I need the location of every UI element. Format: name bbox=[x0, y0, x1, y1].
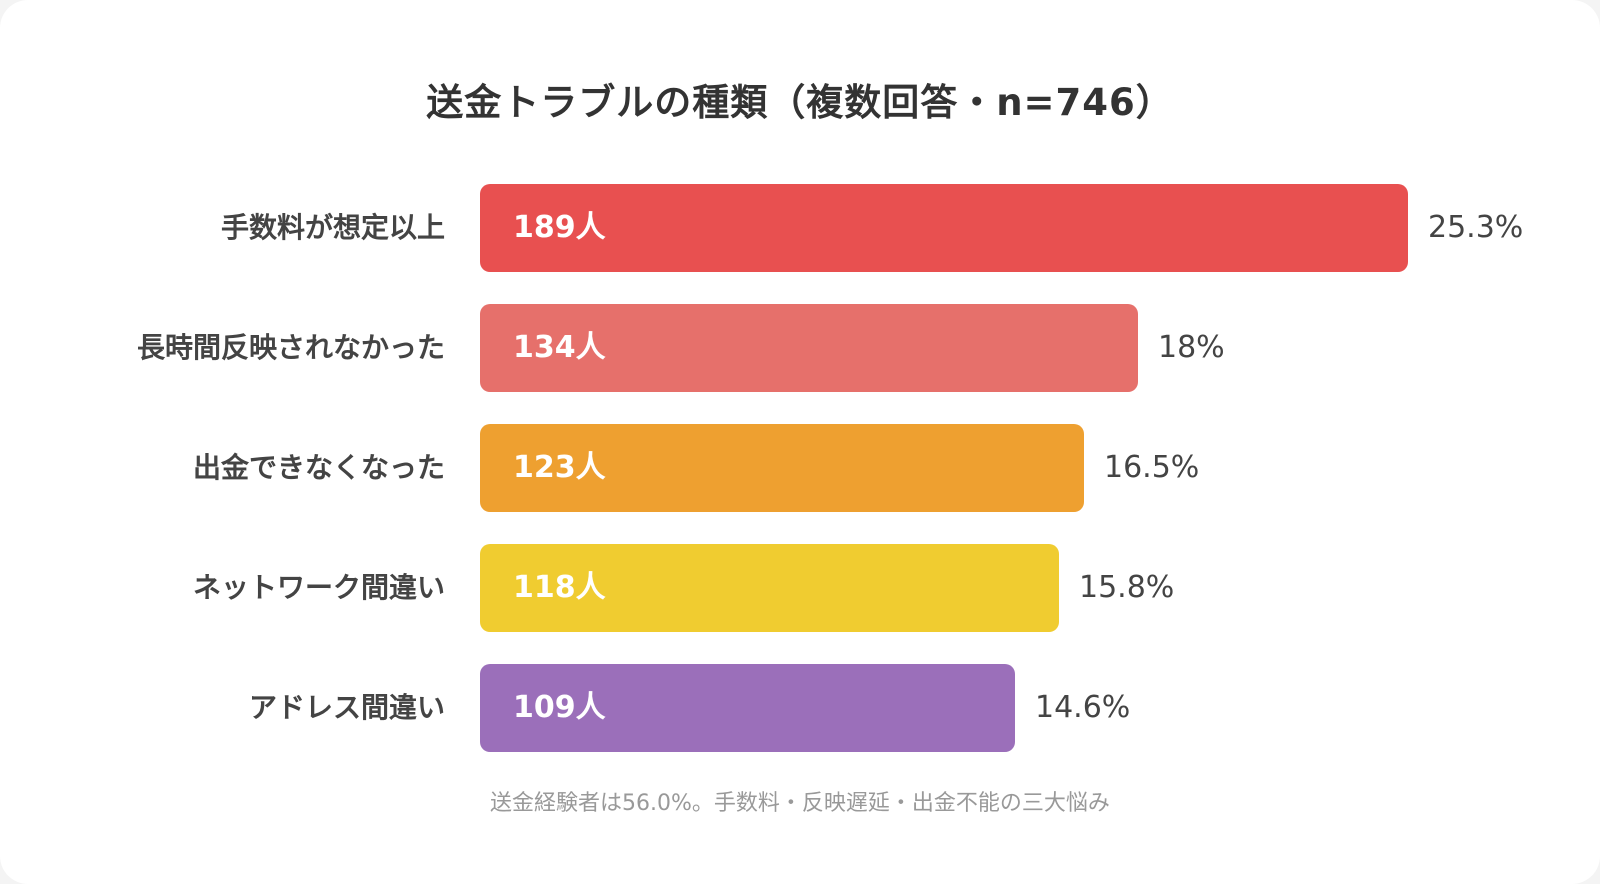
bar-row: アドレス間違い 109人 14.6% bbox=[0, 664, 1600, 752]
percent-label: 25.3% bbox=[1428, 210, 1524, 245]
bar-row: ネットワーク間違い 118人 15.8% bbox=[0, 544, 1600, 632]
bar: 118人 bbox=[480, 544, 1059, 632]
category-label: アドレス間違い bbox=[248, 691, 445, 724]
percent-label: 18% bbox=[1158, 330, 1225, 365]
category-label: 手数料が想定以上 bbox=[220, 211, 445, 244]
bar-row: 出金できなくなった 123人 16.5% bbox=[0, 424, 1600, 512]
bar-count-label: 134人 bbox=[513, 330, 606, 365]
percent-label: 14.6% bbox=[1035, 690, 1131, 725]
bar: 134人 bbox=[480, 304, 1138, 392]
bar-count-label: 109人 bbox=[513, 690, 606, 725]
bar-row: 手数料が想定以上 189人 25.3% bbox=[0, 184, 1600, 272]
bar: 189人 bbox=[480, 184, 1408, 272]
bar-count-label: 118人 bbox=[513, 570, 606, 605]
chart-footnote: 送金経験者は56.0%。手数料・反映遅延・出金不能の三大悩み bbox=[490, 791, 1110, 816]
chart-title: 送金トラブルの種類（複数回答・n=746） bbox=[426, 81, 1174, 124]
category-label: 出金できなくなった bbox=[192, 451, 445, 484]
bar: 109人 bbox=[480, 664, 1015, 752]
category-label: ネットワーク間違い bbox=[192, 571, 445, 604]
percent-label: 15.8% bbox=[1079, 570, 1175, 605]
bar-count-label: 189人 bbox=[513, 210, 606, 245]
category-label: 長時間反映されなかった bbox=[136, 331, 445, 364]
bar: 123人 bbox=[480, 424, 1084, 512]
bar-count-label: 123人 bbox=[513, 450, 606, 485]
bar-row: 長時間反映されなかった 134人 18% bbox=[0, 304, 1600, 392]
percent-label: 16.5% bbox=[1104, 450, 1200, 485]
